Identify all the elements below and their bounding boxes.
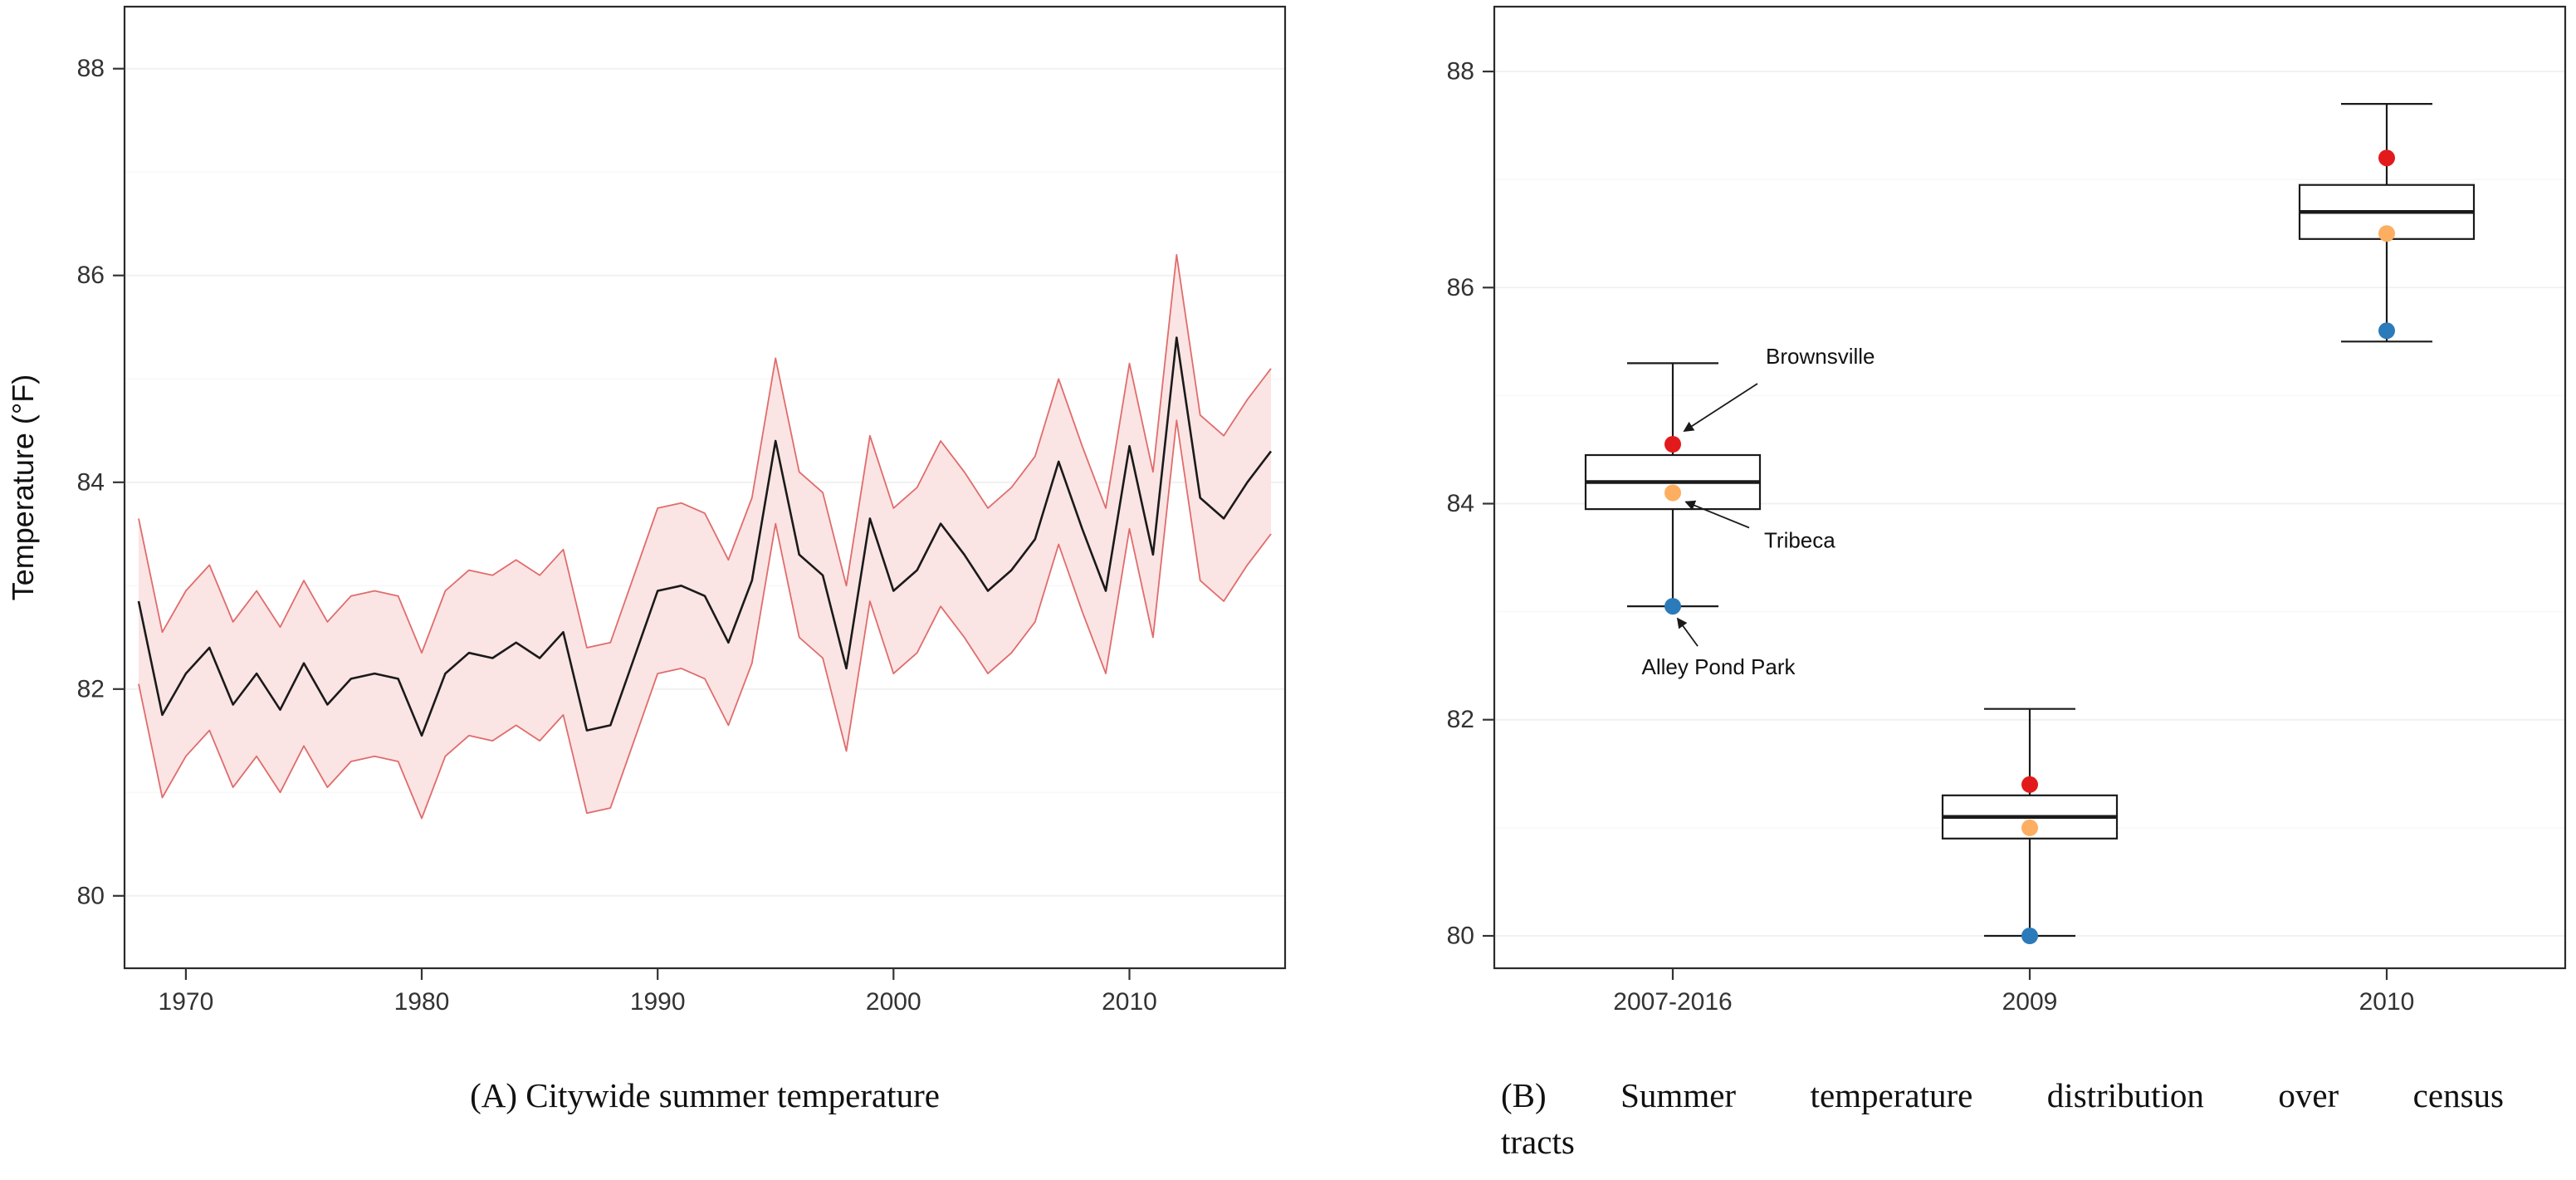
tract-point-alley-pond-park <box>2021 928 2038 944</box>
annotation-arrow <box>1676 617 1699 647</box>
caption-panel-b-line2: tracts <box>1501 1122 1575 1161</box>
tract-point-tribeca <box>2378 225 2395 242</box>
census-tract-temperature-boxplot-chart: 80 82 84 86 88 2007-2016 2009 2010 Brownsville Tr… <box>1447 5 2567 1016</box>
caption-panel-b: (B) Summer temperature distribution over… <box>1501 1073 2504 1166</box>
x-axis-tick-label: 2000 <box>866 988 921 1016</box>
citywide-temperature-line-chart: 80 82 84 86 88 1970 1980 1990 2000 2010 Temperatur… <box>6 5 1287 1016</box>
y-axis-tick-label: 82 <box>77 675 105 703</box>
caption-panel-a: (A) Citywide summer temperature <box>470 1076 940 1114</box>
panel-border <box>123 5 1287 970</box>
tract-point-alley-pond-park <box>2378 322 2395 340</box>
tract-point-brownsville <box>2378 149 2395 167</box>
y-axis-tick-label: 88 <box>77 55 105 82</box>
y-axis-tick-label: 80 <box>77 882 105 909</box>
y-axis-tick-label: 84 <box>77 468 105 496</box>
tract-point-brownsville <box>1664 436 1681 453</box>
annotation-label: Alley Pond Park <box>1642 654 1796 679</box>
x-axis-tick-label: 1980 <box>394 988 450 1016</box>
mean-temperature-line <box>137 336 1273 737</box>
x-axis-tick-label: 2009 <box>2002 988 2058 1016</box>
annotation-label: Brownsville <box>1766 344 1875 369</box>
y-axis-tick-label: 80 <box>1447 923 1474 950</box>
y-axis-tick-label: 84 <box>1447 490 1474 517</box>
x-axis-tick-label: 1990 <box>630 988 686 1016</box>
x-axis-tick-label: 2010 <box>2359 988 2415 1016</box>
confidence-band-upper-edge <box>138 253 1272 654</box>
tract-point-brownsville <box>2021 776 2038 793</box>
x-axis-tick-label: 1970 <box>159 988 214 1016</box>
annotation-label: Tribeca <box>1764 528 1835 553</box>
x-axis-tick-label: 2010 <box>1102 988 1157 1016</box>
y-axis-tick-label: 88 <box>1447 58 1474 86</box>
caption-panel-b-line1: (B) Summer temperature distribution over… <box>1501 1076 2504 1114</box>
confidence-band-lower-edge <box>138 419 1272 820</box>
y-axis-tick-label: 86 <box>1447 274 1474 301</box>
tract-point-tribeca <box>2021 819 2038 836</box>
tract-point-tribeca <box>1664 484 1681 502</box>
y-axis-tick-label: 86 <box>77 262 105 289</box>
annotation-arrow <box>1684 500 1750 529</box>
confidence-band <box>139 254 1271 819</box>
y-axis-tick-label: 82 <box>1447 706 1474 733</box>
y-axis-title: Temperature (°F) <box>6 375 40 600</box>
annotation-arrow <box>1683 383 1758 432</box>
x-axis-tick-label: 2007-2016 <box>1613 988 1732 1016</box>
tract-point-alley-pond-park <box>1664 598 1681 615</box>
